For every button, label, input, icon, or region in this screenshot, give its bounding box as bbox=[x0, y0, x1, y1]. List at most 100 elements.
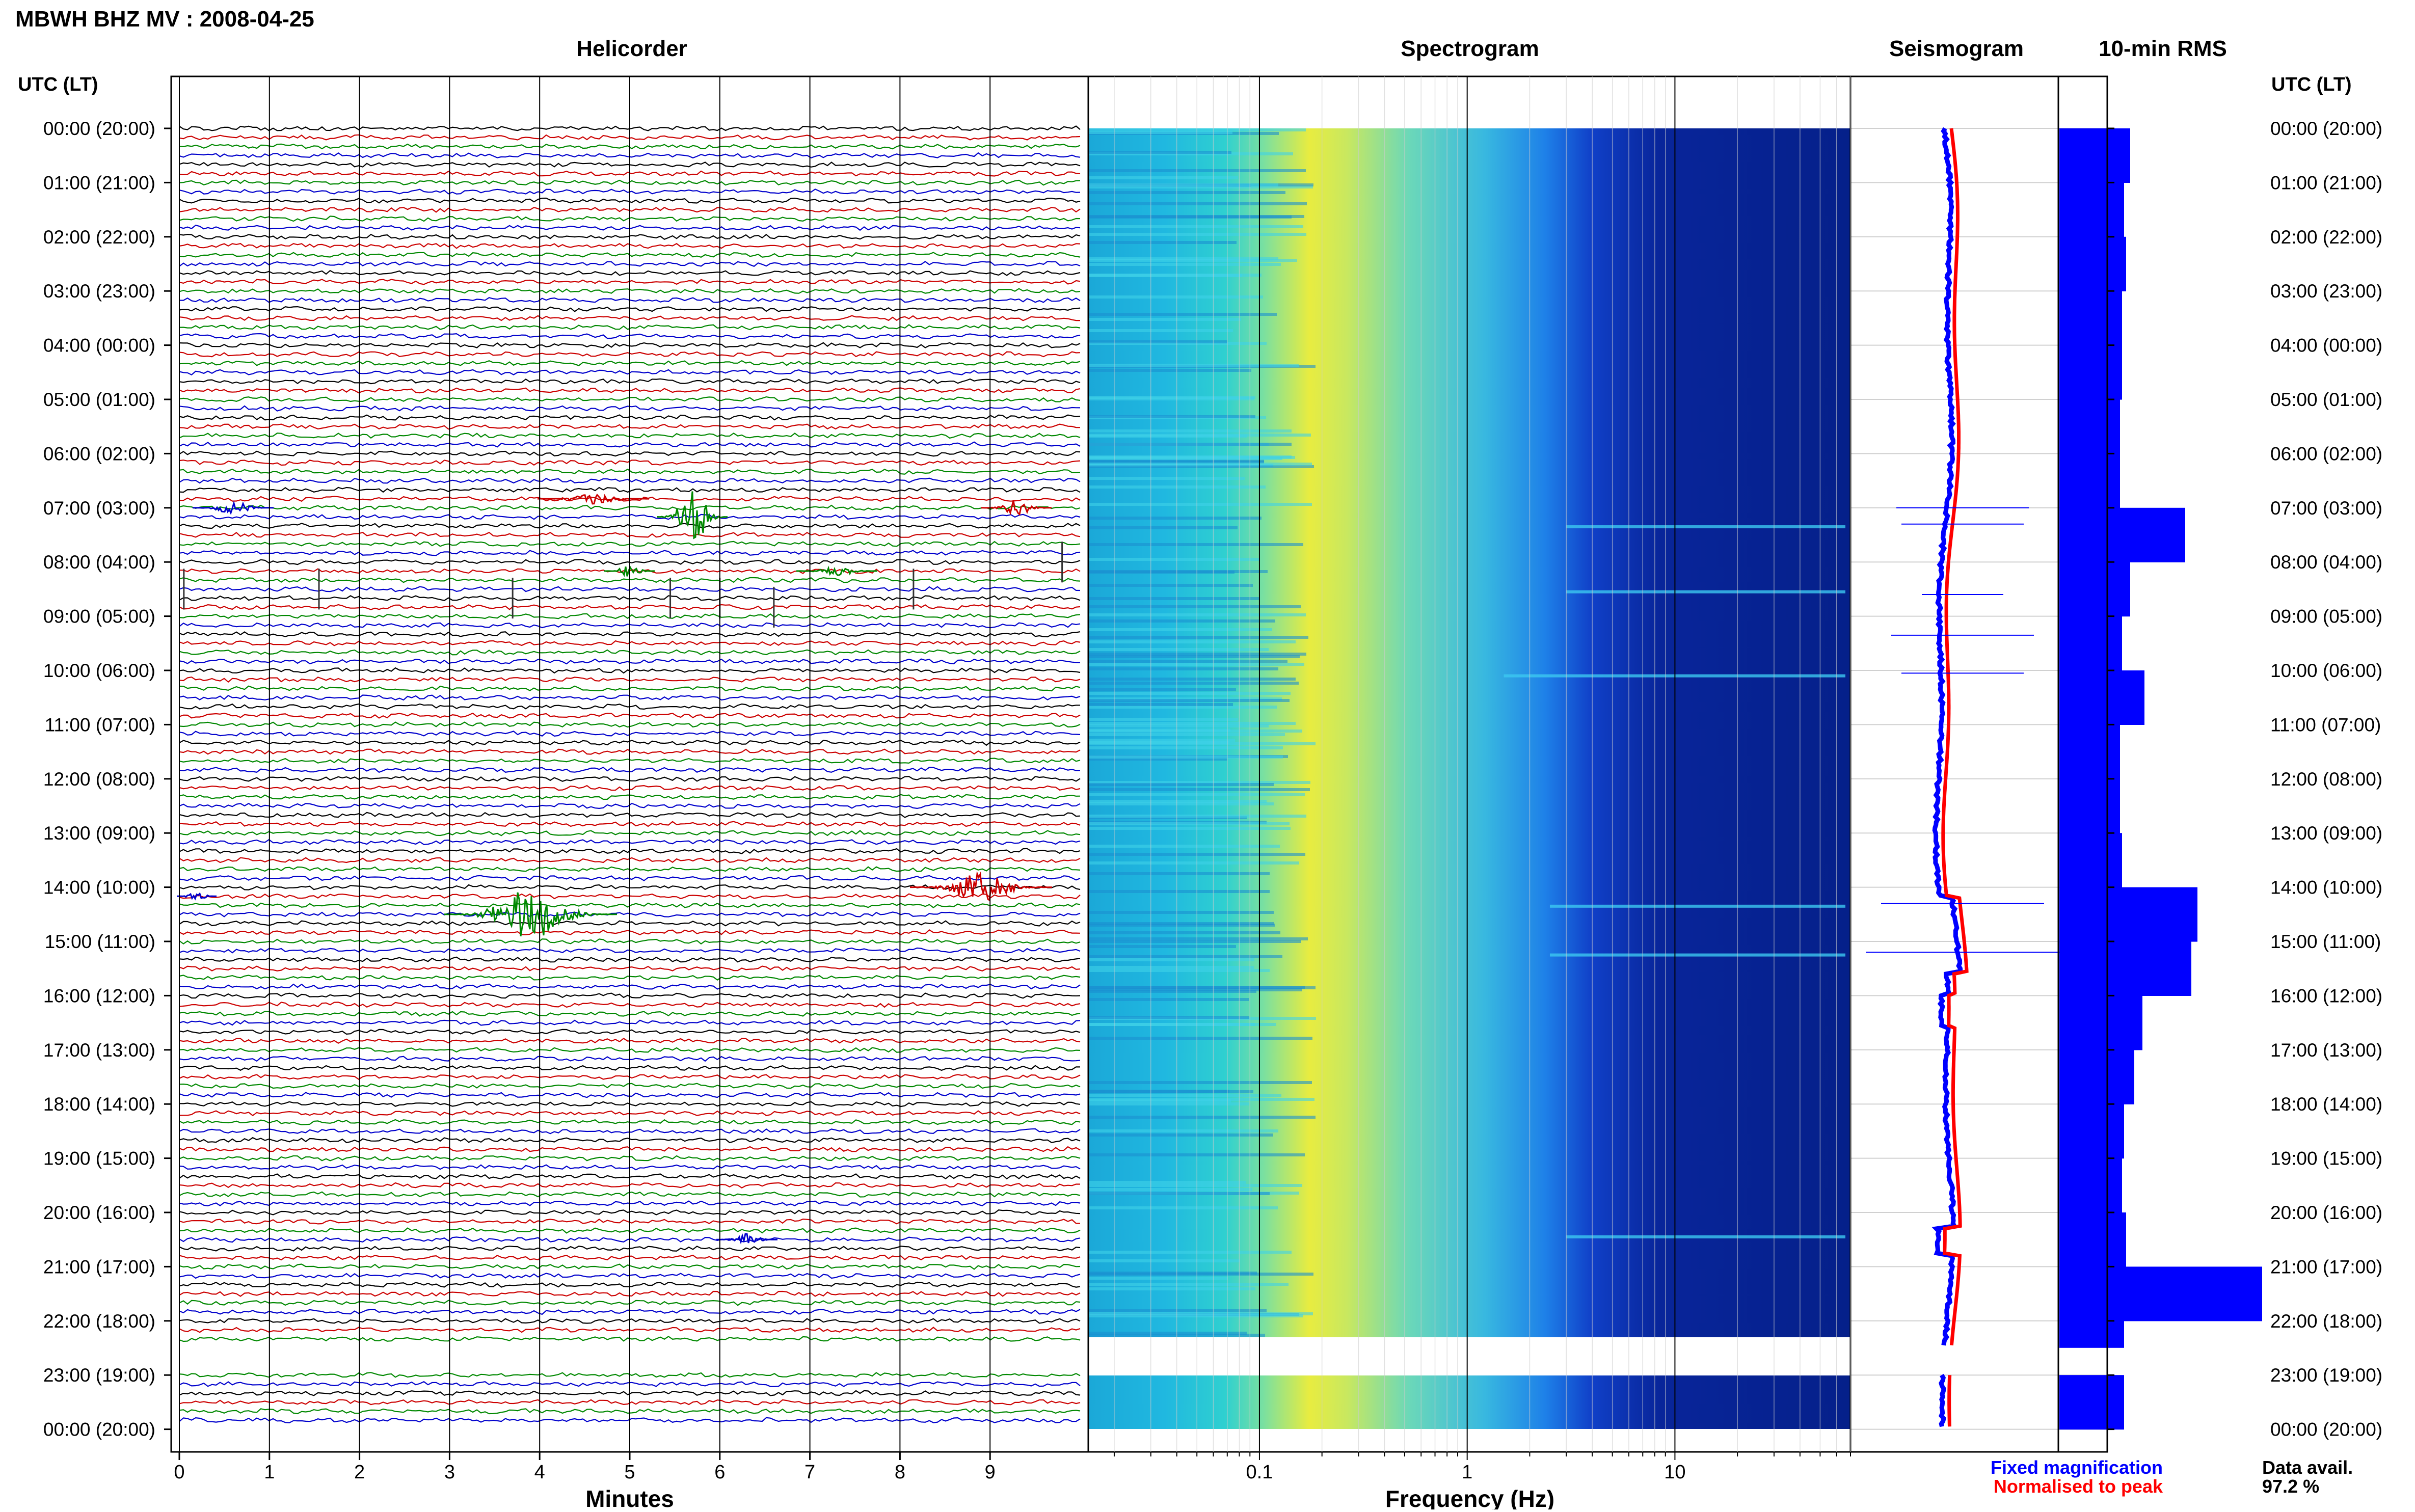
data-avail-label: Data avail. bbox=[2262, 1457, 2353, 1478]
spectrogram-streak bbox=[1088, 295, 1263, 299]
helicorder-header: Helicorder bbox=[576, 36, 687, 61]
helicorder-event bbox=[716, 1233, 777, 1245]
data-avail-value: 97.2 % bbox=[2262, 1476, 2319, 1497]
helicorder-event bbox=[177, 892, 217, 901]
spectrogram-streak bbox=[1088, 628, 1272, 631]
rms-bar bbox=[2059, 1158, 2122, 1213]
spectrogram-streak bbox=[1088, 1102, 1249, 1105]
time-label-right: 19:00 (15:00) bbox=[2270, 1148, 2382, 1169]
time-label-right: 12:00 (08:00) bbox=[2270, 769, 2382, 790]
spectrogram-streak bbox=[1088, 558, 1259, 561]
time-label-left: 11:00 (07:00) bbox=[45, 714, 155, 735]
seismogram-header: Seismogram bbox=[1889, 36, 2024, 61]
spectrogram-streak bbox=[1088, 543, 1303, 546]
time-label-left: 16:00 (12:00) bbox=[43, 985, 155, 1006]
spectrogram-streak bbox=[1088, 655, 1300, 658]
spectrogram-streak bbox=[1088, 922, 1274, 925]
spectrogram-streak bbox=[1088, 722, 1296, 725]
time-label-left: 08:00 (04:00) bbox=[43, 552, 155, 573]
rms-bar bbox=[2059, 453, 2120, 508]
spectrogram-streak bbox=[1088, 1314, 1303, 1317]
spectrogram-streak bbox=[1088, 364, 1299, 367]
rms-bar bbox=[2059, 995, 2142, 1050]
rms-bar bbox=[2059, 941, 2191, 996]
spectrogram-streak bbox=[1088, 788, 1310, 791]
left-axis-label: UTC (LT) bbox=[18, 74, 98, 95]
spectrogram-streak bbox=[1088, 1129, 1278, 1132]
time-label-left: 23:00 (19:00) bbox=[43, 1365, 155, 1386]
spectrogram-streak bbox=[1088, 861, 1299, 865]
spectrogram-streak bbox=[1088, 653, 1306, 656]
spectrogram-streak bbox=[1088, 800, 1267, 803]
time-label-right: 17:00 (13:00) bbox=[2270, 1040, 2382, 1061]
spectrogram-streak bbox=[1088, 845, 1280, 848]
time-label-left: 01:00 (21:00) bbox=[43, 172, 155, 193]
spectrogram-streak bbox=[1088, 990, 1256, 993]
spectrogram-streak bbox=[1088, 688, 1236, 691]
time-label-right: 06:00 (02:00) bbox=[2270, 443, 2382, 464]
spectrogram-streak bbox=[1088, 783, 1274, 786]
spectrogram-streak bbox=[1088, 263, 1281, 266]
time-label-left: 05:00 (01:00) bbox=[43, 389, 155, 410]
minutes-axis-label: Minutes bbox=[585, 1486, 674, 1509]
spectrogram-streak bbox=[1088, 931, 1280, 934]
rms-header: 10-min RMS bbox=[2099, 36, 2227, 61]
time-label-left: 00:00 (20:00) bbox=[43, 1419, 155, 1440]
spectrogram-streak bbox=[1088, 313, 1277, 316]
time-label-left: 20:00 (16:00) bbox=[43, 1202, 155, 1223]
spectrogram-streak bbox=[1088, 1037, 1312, 1040]
spectrogram-event-line bbox=[1566, 590, 1845, 593]
spectrogram-streak bbox=[1088, 185, 1313, 188]
time-label-left: 14:00 (10:00) bbox=[43, 877, 155, 898]
minute-tick-label: 7 bbox=[804, 1462, 815, 1483]
time-label-left: 12:00 (08:00) bbox=[43, 769, 155, 790]
rms-bar bbox=[2059, 1104, 2124, 1159]
spectrogram-streak bbox=[1088, 692, 1291, 695]
spectrogram-streak bbox=[1088, 703, 1233, 706]
spectrogram-streak bbox=[1088, 1184, 1302, 1187]
time-label-left: 04:00 (00:00) bbox=[43, 335, 155, 356]
time-label-left: 07:00 (03:00) bbox=[43, 498, 155, 519]
spectrogram-streak bbox=[1088, 274, 1242, 277]
time-labels-right: 00:00 (20:00) 01:00 (21:00) 02:00 (22:00) 0… bbox=[2107, 118, 2382, 1440]
spectrogram-streak bbox=[1088, 1098, 1314, 1101]
spectrogram-event-line bbox=[1549, 953, 1845, 957]
time-label-right: 20:00 (16:00) bbox=[2270, 1202, 2382, 1223]
time-label-right: 22:00 (18:00) bbox=[2270, 1311, 2382, 1332]
spectrogram-streak bbox=[1088, 945, 1236, 948]
spectrogram-streak bbox=[1088, 1016, 1249, 1019]
spectrogram-streak bbox=[1088, 699, 1290, 702]
spectrogram-streak bbox=[1088, 1272, 1257, 1275]
time-label-right: 13:00 (09:00) bbox=[2270, 823, 2382, 844]
spectrogram-texture bbox=[1088, 128, 1316, 1337]
spectrogram-streak bbox=[1088, 724, 1269, 727]
spectrogram-streak bbox=[1088, 329, 1233, 332]
spectrogram-streak bbox=[1088, 1116, 1316, 1119]
helicorder-event bbox=[444, 892, 618, 937]
spectrogram-streak bbox=[1088, 429, 1292, 433]
spectrogram-streak bbox=[1088, 241, 1237, 244]
helicorder-event bbox=[981, 500, 1052, 516]
minute-tick-label: 5 bbox=[624, 1462, 635, 1483]
time-label-left: 21:00 (17:00) bbox=[43, 1256, 155, 1277]
rms-bar bbox=[2059, 833, 2122, 888]
spectrogram-event-line bbox=[1566, 1235, 1845, 1238]
time-label-right: 00:00 (20:00) bbox=[2270, 1419, 2382, 1440]
minute-tick-label: 6 bbox=[714, 1462, 725, 1483]
rms-bar bbox=[2059, 1049, 2134, 1104]
time-label-left: 17:00 (13:00) bbox=[43, 1040, 155, 1061]
spectrogram-streak bbox=[1088, 503, 1312, 506]
rms-bar bbox=[2059, 507, 2185, 562]
spectrogram-streak bbox=[1088, 890, 1270, 893]
spectrogram-streak bbox=[1088, 815, 1306, 818]
spectrogram-streak bbox=[1088, 682, 1299, 685]
spectrogram-streak bbox=[1088, 183, 1278, 186]
spectrogram-streak bbox=[1088, 1312, 1313, 1315]
spectrogram-streak bbox=[1088, 827, 1291, 830]
spectrogram-streak bbox=[1088, 176, 1238, 179]
spectrogram-streak bbox=[1088, 739, 1235, 742]
spectrogram-streak bbox=[1088, 958, 1254, 961]
spectrogram-streak bbox=[1088, 584, 1253, 587]
time-label-right: 18:00 (14:00) bbox=[2270, 1094, 2382, 1115]
time-labels-left: 00:00 (20:00) 01:00 (21:00) 02:00 (22:00) 0… bbox=[43, 118, 171, 1440]
